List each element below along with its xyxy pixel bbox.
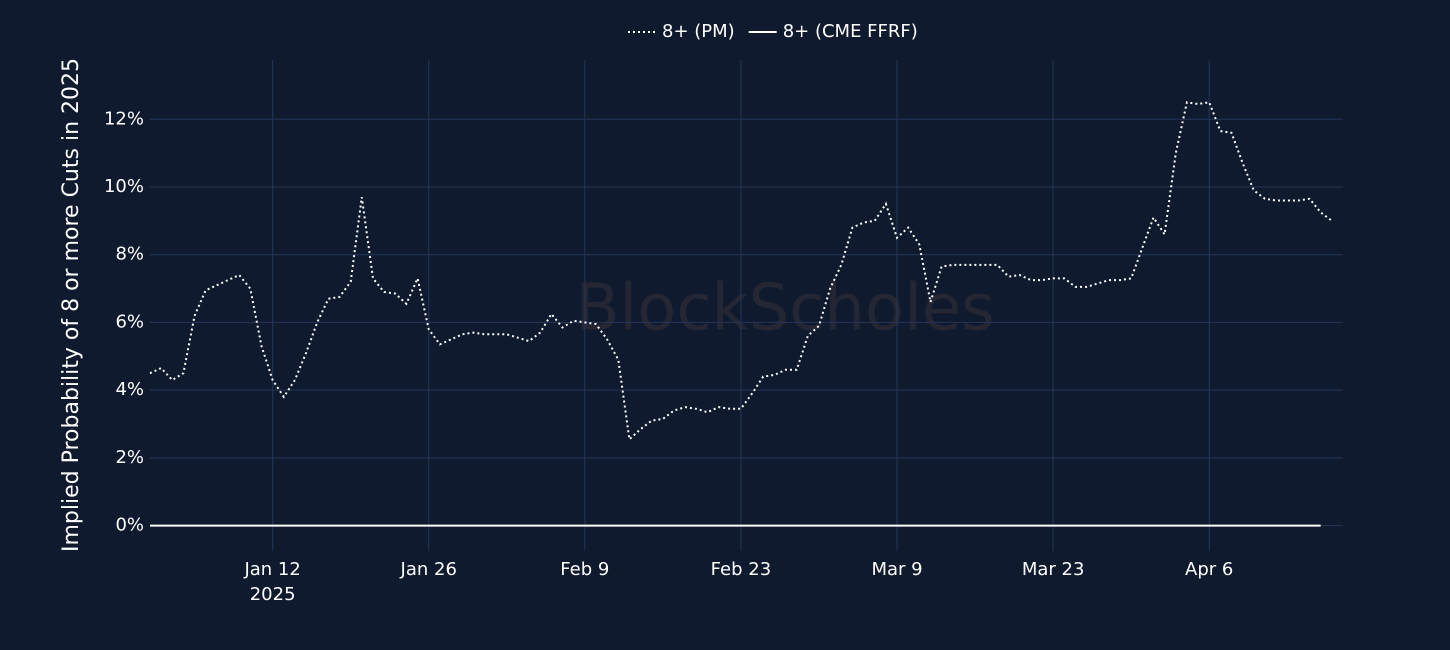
x-tick-label: Feb 9 [560, 559, 609, 580]
x-tick-label: Mar 9 [871, 559, 922, 580]
y-tick-label: 12% [104, 108, 144, 129]
y-axis-label: Implied Probability of 8 or more Cuts in… [59, 58, 84, 552]
legend-label: 8+ (PM) [662, 21, 735, 42]
y-tick-label: 8% [115, 244, 144, 265]
y-tick-label: 6% [115, 311, 144, 332]
y-tick-label: 10% [104, 176, 144, 197]
x-tick-label: Jan 26 [400, 559, 457, 580]
watermark: BlockScholes [575, 272, 994, 346]
x-tick-label: Apr 6 [1185, 559, 1233, 580]
x-tick-label: Mar 23 [1022, 559, 1085, 580]
y-tick-label: 0% [115, 515, 144, 536]
x-tick-label: Jan 12 [243, 559, 300, 580]
y-tick-label: 4% [115, 379, 144, 400]
legend-label: 8+ (CME FFRF) [783, 21, 918, 42]
y-tick-label: 2% [115, 447, 144, 468]
x-year-label: 2025 [250, 584, 296, 605]
x-tick-label: Feb 23 [711, 559, 772, 580]
